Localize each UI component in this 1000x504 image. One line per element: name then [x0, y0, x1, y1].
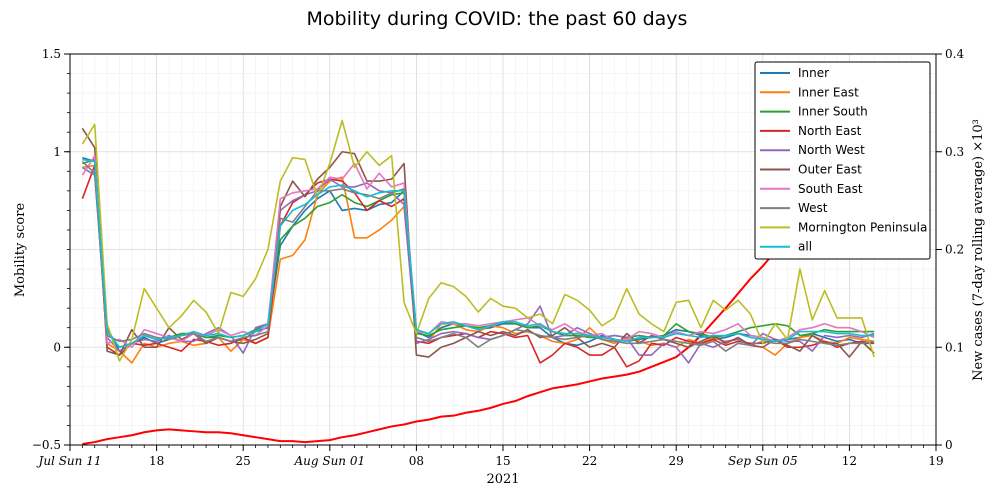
y-tick-label: 1 [53, 145, 61, 159]
x-tick-label: Jul Sun 11 [36, 454, 102, 468]
y-tick-label: −0.5 [32, 438, 61, 452]
legend: Inner Inner East Inner South North East Nort… [754, 61, 931, 260]
legend-label: West [798, 201, 828, 215]
legend-label: Inner South [798, 105, 868, 119]
legend-label: all [798, 240, 812, 254]
x-tick-label: 08 [409, 454, 424, 468]
legend-label: South East [798, 182, 863, 196]
legend-box [754, 61, 931, 260]
x-tick-label: Sep Sun 05 [728, 454, 798, 468]
legend-label: Outer East [798, 163, 862, 177]
legend-label: Mornington Peninsula [798, 220, 927, 234]
y-tick-label: 1.5 [42, 47, 61, 61]
axis-layer: Jul Sun 11 18 25 Aug Sun 01 08 15 22 29 Sep Sun … [32, 47, 965, 468]
x-tick-label: 12 [842, 454, 857, 468]
series-line-all [82, 158, 875, 349]
x-axis-title: 2021 [486, 472, 519, 487]
legend-label: North East [798, 124, 862, 138]
series-line-west [81, 160, 875, 352]
series-line-north-west [81, 166, 875, 364]
legend-label: Inner [798, 66, 829, 80]
x-tick-label: 15 [495, 454, 510, 468]
y2-tick-label: 0.3 [945, 145, 964, 159]
legend-label: North West [798, 143, 865, 157]
series-line-inner-south [82, 158, 875, 349]
y2-tick-label: 0.1 [945, 340, 964, 354]
x-tick-label: 29 [669, 454, 684, 468]
x-tick-label: 18 [149, 454, 164, 468]
legend-items: Inner Inner East Inner South North East Nort… [760, 66, 927, 254]
x-tick-label: Aug Sun 01 [293, 454, 365, 468]
y2-tick-label: 0.2 [945, 243, 964, 257]
legend-label: Inner East [798, 85, 859, 99]
chart-title: Mobility during COVID: the past 60 days [307, 8, 688, 30]
series-line-mornington-peninsula [81, 119, 875, 362]
y2-tick-label: 0 [945, 438, 953, 452]
y-axis-title: Mobility score [13, 203, 28, 298]
y2-axis-title: New cases (7-day rolling average) ×10³ [971, 119, 986, 381]
x-tick-label: 25 [236, 454, 251, 468]
cases-layer [82, 121, 863, 446]
series-line-south-east [81, 154, 875, 349]
x-tick-label: 22 [582, 454, 597, 468]
x-tick-label: 19 [928, 454, 943, 468]
y2-tick-label: 0.4 [945, 47, 964, 61]
y-tick-label: 0 [53, 340, 61, 354]
cases-line [82, 121, 863, 446]
series-layer [81, 119, 875, 368]
